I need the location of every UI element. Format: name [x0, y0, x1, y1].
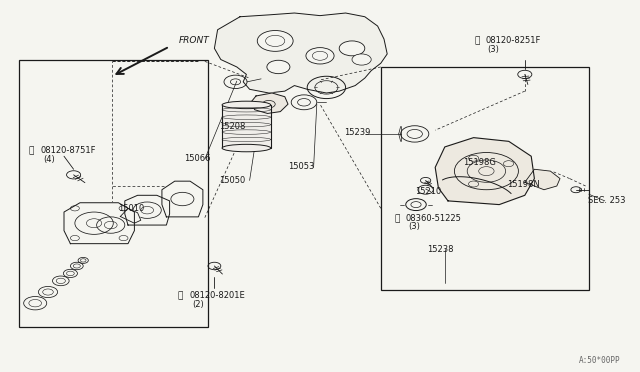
Polygon shape	[162, 181, 203, 217]
Polygon shape	[251, 93, 288, 113]
Ellipse shape	[222, 101, 271, 109]
Ellipse shape	[222, 144, 271, 152]
Text: Ⓑ: Ⓑ	[475, 36, 480, 45]
Bar	[381, 67, 589, 290]
Text: (3): (3)	[488, 45, 500, 54]
Polygon shape	[525, 169, 560, 190]
Text: FRONT: FRONT	[179, 36, 210, 45]
Text: 15198G: 15198G	[463, 158, 495, 167]
Polygon shape	[64, 203, 134, 244]
Text: Ⓢ: Ⓢ	[394, 214, 399, 223]
Polygon shape	[120, 208, 141, 223]
Text: 15238: 15238	[428, 245, 454, 254]
Text: 08120-8201E: 08120-8201E	[189, 291, 245, 300]
Text: SEC. 253: SEC. 253	[588, 196, 625, 205]
Polygon shape	[435, 138, 534, 205]
Text: 15239: 15239	[344, 128, 370, 137]
Text: 15010: 15010	[118, 204, 145, 213]
Text: (2): (2)	[192, 300, 204, 309]
Text: Ⓑ: Ⓑ	[178, 291, 183, 300]
Text: Ⓑ: Ⓑ	[29, 146, 34, 155]
Text: 15210: 15210	[415, 187, 441, 196]
Bar	[222, 105, 271, 148]
Circle shape	[267, 60, 290, 74]
Text: 08120-8751F: 08120-8751F	[40, 146, 96, 155]
Text: 08360-51225: 08360-51225	[406, 214, 461, 223]
Text: (4): (4)	[43, 155, 54, 164]
Circle shape	[352, 54, 371, 65]
Text: A:50*00PP: A:50*00PP	[579, 356, 621, 365]
Text: 15053: 15053	[288, 162, 314, 171]
Polygon shape	[125, 195, 170, 225]
Text: 15208: 15208	[220, 122, 246, 131]
Circle shape	[339, 41, 365, 56]
Text: 08120-8251F: 08120-8251F	[485, 36, 541, 45]
Text: 15050: 15050	[219, 176, 245, 185]
Polygon shape	[214, 13, 387, 93]
Circle shape	[306, 48, 334, 64]
Text: 15198N: 15198N	[508, 180, 540, 189]
Text: (3): (3)	[408, 222, 420, 231]
Bar	[19, 60, 208, 327]
Text: 15066: 15066	[184, 154, 210, 163]
Circle shape	[257, 31, 293, 51]
